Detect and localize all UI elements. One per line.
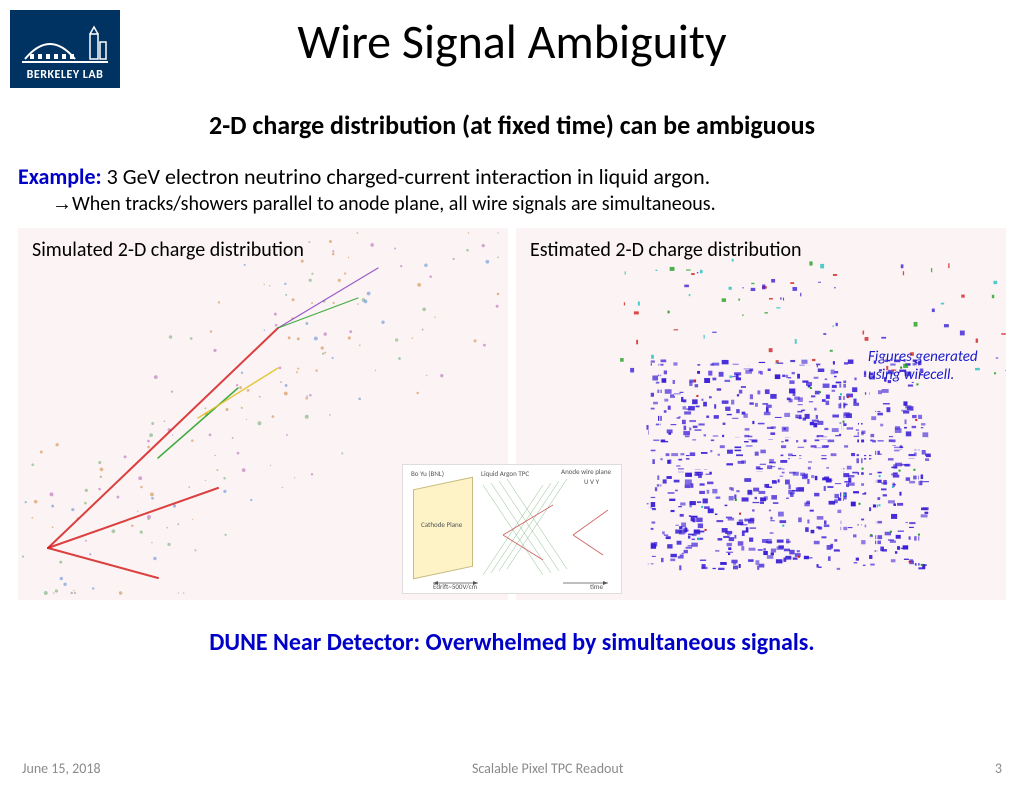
lab-logo-icon (20, 24, 110, 66)
slide-footer: June 15, 2018 Scalable Pixel TPC Readout… (0, 760, 1024, 777)
panel-right-label: Estimated 2-D charge distribution (530, 238, 802, 262)
footer-center: Scalable Pixel TPC Readout (472, 760, 624, 777)
tpc-inset-diagram: Bo Yu (BNL) Liquid Argon TPC Anode wire … (402, 464, 622, 594)
example-text: 3 GeV electron neutrino charged-current … (102, 163, 711, 190)
example-block: Example: 3 GeV electron neutrino charged… (18, 163, 1006, 216)
panel-left-label: Simulated 2-D charge distribution (32, 238, 304, 262)
example-line: Example: 3 GeV electron neutrino charged… (18, 163, 1006, 190)
berkeley-lab-logo: BERKELEY LAB (10, 10, 120, 88)
figure-row: Simulated 2-D charge distribution Estima… (18, 228, 1006, 600)
inset-lines (403, 465, 623, 595)
footer-date: June 15, 2018 (22, 760, 101, 777)
logo-text: BERKELEY LAB (27, 68, 104, 82)
footer-page: 3 (995, 760, 1002, 777)
slide-subtitle: 2-D charge distribution (at fixed time) … (0, 109, 1024, 141)
example-label: Example: (18, 163, 102, 190)
example-sub: →When tracks/showers parallel to anode p… (52, 192, 1006, 216)
conclusion-text: DUNE Near Detector: Overwhelmed by simul… (0, 628, 1024, 657)
figure-caption: Figures generated using wirecell. (868, 348, 1006, 384)
example-sub-text: When tracks/showers parallel to anode pl… (72, 192, 716, 216)
arrow-icon: → (52, 193, 72, 215)
slide-title: Wire Signal Ambiguity (0, 0, 1024, 71)
